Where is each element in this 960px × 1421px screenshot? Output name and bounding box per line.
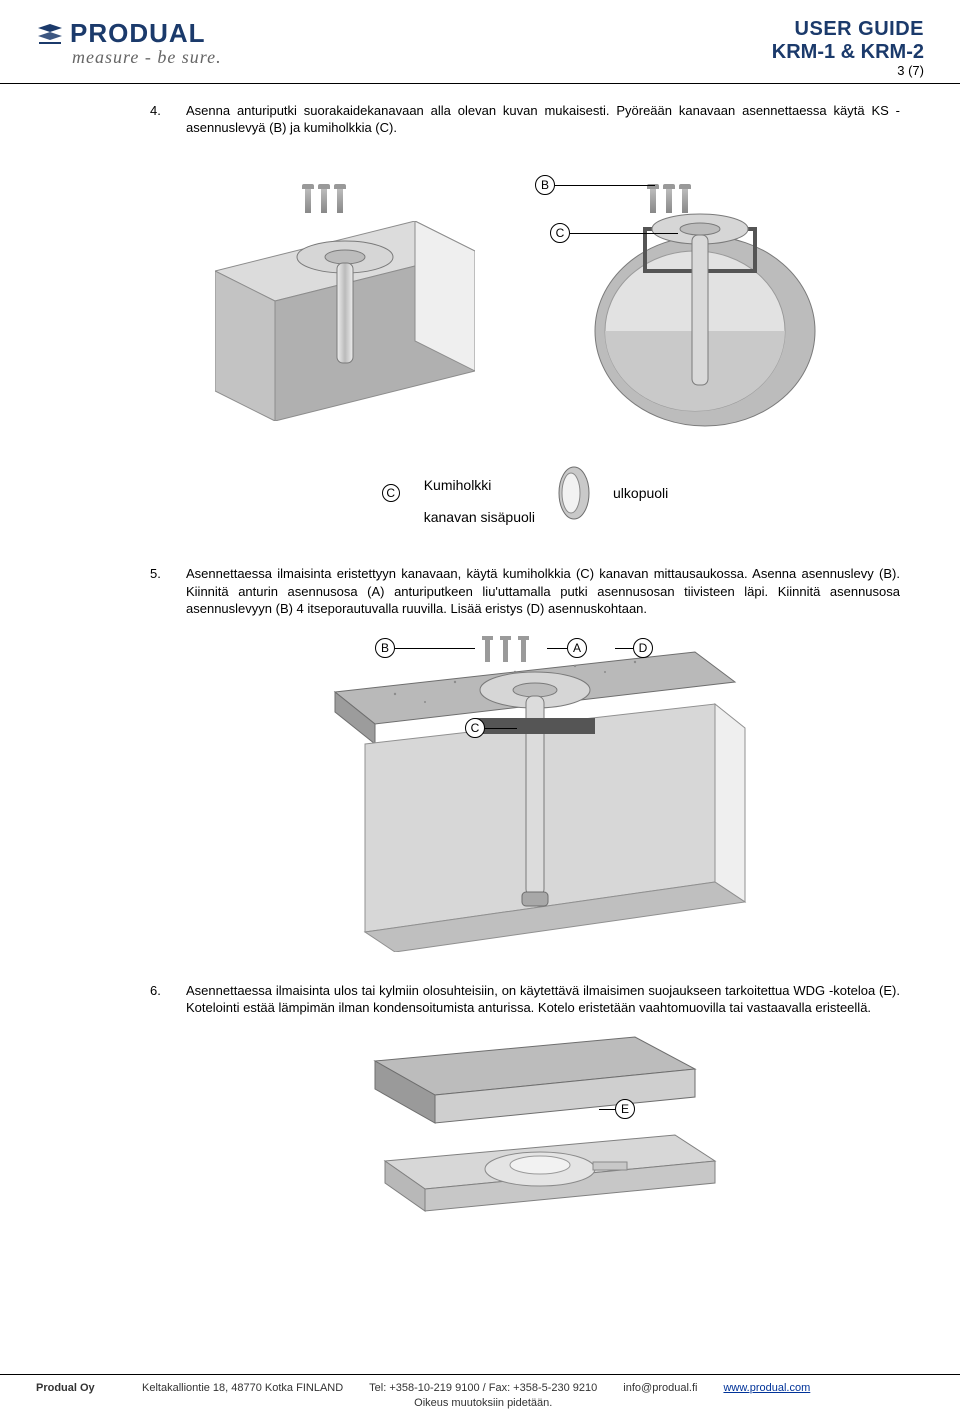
brand-name: PRODUAL	[70, 18, 206, 49]
label-kumiholkki-line1: Kumiholkki	[424, 477, 492, 493]
callout-B: B	[535, 175, 555, 195]
footer-url-link[interactable]: www.produal.com	[723, 1382, 810, 1394]
figure-4: B C	[195, 151, 855, 451]
figure-4-label-row: C Kumiholkki kanavan sisäpuoli ulkopuoli	[150, 461, 900, 525]
callout-C-small: C	[382, 484, 400, 502]
wdg-enclosure-icon	[315, 1031, 735, 1241]
brand-mark-icon	[36, 22, 64, 46]
step-6-number: 6.	[150, 982, 168, 1017]
leader-D	[615, 648, 633, 649]
screws-left-icon	[305, 189, 343, 213]
brand-tagline: measure - be sure.	[72, 47, 222, 68]
footer-tel: Tel: +358-10-219 9100 / Fax: +358-5-230 …	[369, 1381, 597, 1396]
figure-5: B A D C	[275, 632, 775, 952]
step-5-number: 5.	[150, 565, 168, 618]
callout-E: E	[615, 1099, 635, 1119]
label-ulkopuoli: ulkopuoli	[613, 485, 668, 501]
doc-header-right: USER GUIDE KRM-1 & KRM-2 3 (7)	[772, 18, 924, 79]
footer-company: Produal Oy	[36, 1381, 116, 1396]
step-6: 6. Asennettaessa ilmaisinta ulos tai kyl…	[150, 982, 900, 1017]
footer-rights: Oikeus muutoksiin pidetään.	[369, 1396, 597, 1411]
callout-D: D	[633, 638, 653, 658]
callout-A: A	[567, 638, 587, 658]
leader-E	[599, 1109, 615, 1110]
callout-B2: B	[375, 638, 395, 658]
step-5: 5. Asennettaessa ilmaisinta eristettyyn …	[150, 565, 900, 618]
leader-C2	[485, 728, 517, 729]
step-6-text: Asennettaessa ilmaisinta ulos tai kylmii…	[186, 982, 900, 1017]
brand-logo: PRODUAL measure - be sure.	[36, 18, 222, 68]
callout-C2: C	[465, 718, 485, 738]
leader-C	[570, 233, 678, 234]
step-4-number: 4.	[150, 102, 168, 137]
footer-address: Keltakalliontie 18, 48770 Kotka FINLAND	[142, 1381, 343, 1396]
leader-B	[555, 185, 655, 186]
leader-A	[547, 648, 567, 649]
page-number: 3 (7)	[772, 64, 924, 79]
rect-duct-icon	[215, 221, 475, 421]
grommet-icon	[555, 465, 593, 521]
doc-model: KRM-1 & KRM-2	[772, 41, 924, 64]
step-4-text: Asenna anturiputki suorakaidekanavaan al…	[186, 102, 900, 137]
doc-type: USER GUIDE	[772, 18, 924, 41]
leader-B2	[395, 648, 475, 649]
insulated-duct-icon	[275, 632, 775, 952]
step-5-text: Asennettaessa ilmaisinta eristettyyn kan…	[186, 565, 900, 618]
footer-email: info@produal.fi	[623, 1381, 697, 1396]
page-footer: Produal Oy Keltakalliontie 18, 48770 Kot…	[0, 1374, 960, 1411]
round-duct-icon	[575, 201, 825, 431]
label-kumiholkki: Kumiholkki kanavan sisäpuoli	[424, 461, 535, 525]
figure-6: E	[315, 1031, 735, 1241]
label-kumiholkki-line2: kanavan sisäpuoli	[424, 509, 535, 525]
step-4: 4. Asenna anturiputki suorakaidekanavaan…	[150, 102, 900, 137]
callout-C: C	[550, 223, 570, 243]
